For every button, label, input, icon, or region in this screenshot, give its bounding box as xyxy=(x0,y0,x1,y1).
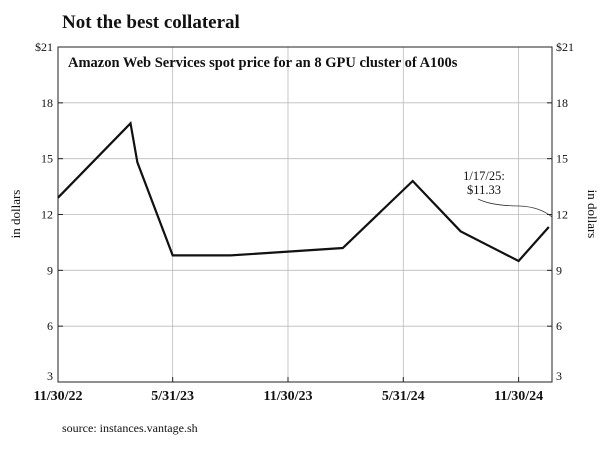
y-axis-right: $21 18 15 12 9 6 3 xyxy=(547,40,574,383)
grid-lines xyxy=(58,47,552,382)
y-tick-label-left: 6 xyxy=(47,319,53,333)
y-tick-label-right: 12 xyxy=(556,208,568,222)
series-group xyxy=(57,120,550,263)
x-tick-label: 5/31/23 xyxy=(151,389,194,404)
annotation-value: $11.33 xyxy=(467,183,501,197)
chart-subtitle: Amazon Web Services spot price for an 8 … xyxy=(68,55,458,71)
annotation-date: 1/17/25: xyxy=(463,169,505,183)
y-tick-label-right: $21 xyxy=(556,40,574,54)
source-note: source: instances.vantage.sh xyxy=(62,421,198,435)
y-axis-left: $21 18 15 12 9 6 3 xyxy=(35,40,63,383)
x-tick-label: 5/31/24 xyxy=(382,389,425,404)
x-tick-label: 11/30/24 xyxy=(494,389,543,404)
x-tick-label: 11/30/22 xyxy=(33,389,82,404)
x-tick-label: 11/30/23 xyxy=(263,389,312,404)
y-tick-label-right: 3 xyxy=(556,369,562,383)
y-tick-label-left: 18 xyxy=(41,96,53,110)
y-axis-label-left: in dollars xyxy=(8,190,23,239)
y-tick-label-left: 15 xyxy=(41,152,53,166)
x-axis: 11/30/22 5/31/23 11/30/23 5/31/24 11/30/24 xyxy=(33,377,543,404)
y-tick-label-right: 18 xyxy=(556,96,568,110)
annotation: 1/17/25: $11.33 xyxy=(463,169,553,218)
y-tick-label-right: 9 xyxy=(556,263,562,277)
y-tick-label-left: $21 xyxy=(35,40,53,54)
chart-title: Not the best collateral xyxy=(62,12,240,33)
series-line xyxy=(57,120,550,263)
y-axis-label-right: in dollars xyxy=(585,190,600,239)
y-tick-label-left: 12 xyxy=(41,208,53,222)
y-tick-label-right: 6 xyxy=(556,319,562,333)
y-tick-label-right: 15 xyxy=(556,152,568,166)
line-chart: Amazon Web Services spot price for an 8 … xyxy=(8,40,600,404)
annotation-leader xyxy=(477,198,553,218)
y-tick-label-left: 9 xyxy=(47,263,53,277)
y-tick-label-left: 3 xyxy=(47,369,53,383)
